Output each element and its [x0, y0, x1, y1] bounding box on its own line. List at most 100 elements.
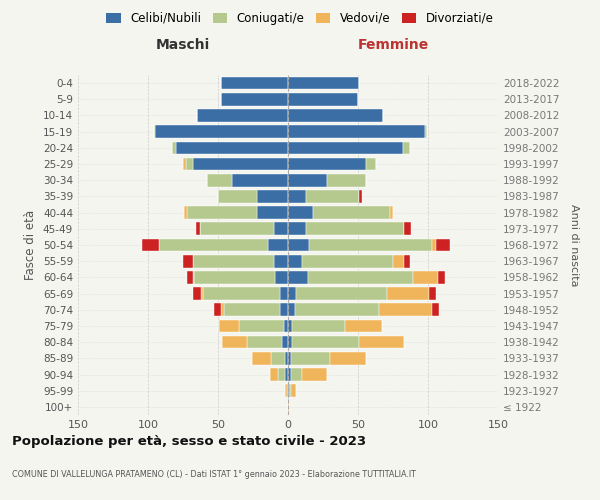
Bar: [403, 142, 410, 154]
Bar: [289, 384, 291, 397]
Bar: [308, 271, 413, 283]
Bar: [288, 93, 358, 106]
Y-axis label: Fasce di età: Fasce di età: [25, 210, 37, 280]
Bar: [288, 238, 309, 252]
Bar: [288, 109, 383, 122]
Bar: [142, 238, 159, 252]
Bar: [283, 336, 288, 348]
Bar: [288, 288, 296, 300]
Bar: [379, 304, 432, 316]
Bar: [388, 288, 430, 300]
Text: Maschi: Maschi: [156, 38, 210, 52]
Bar: [404, 255, 410, 268]
Bar: [288, 336, 292, 348]
Bar: [278, 368, 285, 381]
Bar: [306, 190, 359, 202]
Bar: [309, 238, 432, 252]
Bar: [313, 206, 390, 219]
Bar: [221, 93, 288, 106]
Y-axis label: Anni di nascita: Anni di nascita: [569, 204, 579, 286]
Bar: [285, 352, 288, 364]
Bar: [232, 174, 288, 186]
Bar: [432, 238, 436, 252]
Bar: [187, 271, 193, 283]
Bar: [184, 206, 187, 219]
Bar: [194, 271, 275, 283]
Bar: [292, 336, 359, 348]
Bar: [285, 384, 287, 397]
Bar: [367, 158, 376, 170]
Bar: [268, 238, 288, 252]
Bar: [413, 271, 438, 283]
Bar: [247, 336, 283, 348]
Bar: [288, 77, 359, 90]
Bar: [330, 352, 367, 364]
Bar: [288, 320, 292, 332]
Bar: [288, 304, 295, 316]
Bar: [438, 271, 445, 283]
Bar: [203, 288, 280, 300]
Bar: [280, 288, 288, 300]
Bar: [193, 271, 194, 283]
Bar: [187, 206, 257, 219]
Bar: [222, 336, 247, 348]
Bar: [274, 255, 288, 268]
Bar: [221, 77, 288, 90]
Bar: [193, 255, 274, 268]
Bar: [197, 109, 288, 122]
Bar: [196, 222, 200, 235]
Bar: [288, 190, 306, 202]
Bar: [390, 206, 393, 219]
Bar: [270, 368, 278, 381]
Bar: [251, 352, 271, 364]
Bar: [193, 158, 288, 170]
Bar: [257, 206, 288, 219]
Bar: [280, 304, 288, 316]
Bar: [214, 304, 221, 316]
Text: Femmine: Femmine: [358, 38, 428, 52]
Bar: [275, 271, 288, 283]
Bar: [200, 222, 274, 235]
Bar: [288, 255, 302, 268]
Bar: [292, 320, 346, 332]
Bar: [288, 400, 289, 413]
Bar: [271, 352, 285, 364]
Bar: [221, 304, 224, 316]
Bar: [288, 126, 425, 138]
Bar: [239, 320, 284, 332]
Bar: [287, 384, 288, 397]
Bar: [288, 368, 291, 381]
Bar: [291, 352, 330, 364]
Bar: [404, 222, 411, 235]
Bar: [288, 352, 291, 364]
Bar: [288, 158, 367, 170]
Bar: [183, 158, 186, 170]
Bar: [193, 288, 201, 300]
Bar: [288, 174, 327, 186]
Bar: [436, 238, 451, 252]
Bar: [302, 368, 327, 381]
Bar: [306, 222, 404, 235]
Bar: [430, 288, 436, 300]
Bar: [302, 255, 393, 268]
Bar: [172, 142, 176, 154]
Bar: [288, 271, 308, 283]
Bar: [393, 255, 404, 268]
Bar: [186, 158, 193, 170]
Bar: [359, 336, 404, 348]
Bar: [284, 320, 288, 332]
Bar: [295, 304, 379, 316]
Bar: [327, 174, 367, 186]
Bar: [224, 304, 280, 316]
Bar: [218, 190, 257, 202]
Bar: [285, 368, 288, 381]
Bar: [155, 126, 288, 138]
Bar: [154, 126, 155, 138]
Bar: [201, 288, 203, 300]
Bar: [176, 142, 288, 154]
Bar: [288, 206, 313, 219]
Bar: [274, 222, 288, 235]
Bar: [346, 320, 382, 332]
Bar: [183, 255, 193, 268]
Bar: [425, 126, 427, 138]
